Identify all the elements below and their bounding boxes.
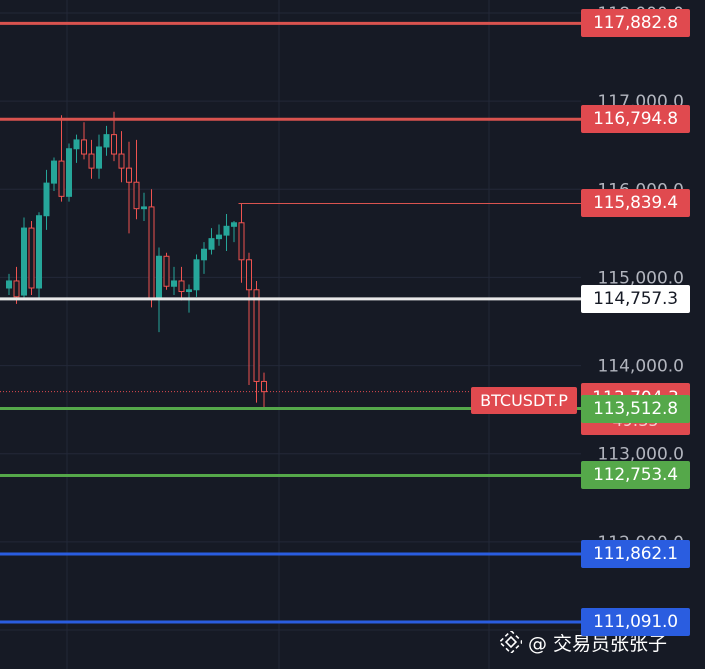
bearish-candle[interactable] — [133, 181, 140, 210]
bullish-candle[interactable] — [36, 215, 42, 289]
bearish-candle[interactable] — [118, 153, 125, 169]
bullish-candle[interactable] — [193, 259, 200, 291]
bullish-candle[interactable] — [171, 280, 177, 287]
y-tick-label: 113,000.0 — [597, 445, 684, 465]
price-level-tag[interactable]: 114,757.3 — [581, 284, 690, 313]
bearish-candle[interactable] — [88, 153, 95, 169]
bearish-candle[interactable] — [81, 139, 87, 155]
bearish-candle[interactable] — [148, 206, 155, 300]
bearish-candle[interactable] — [111, 134, 117, 155]
bullish-candle[interactable] — [96, 146, 102, 169]
bullish-candle[interactable] — [231, 222, 237, 227]
bullish-candle[interactable] — [103, 134, 110, 148]
bullish-candle[interactable] — [141, 206, 147, 210]
bearish-candle[interactable] — [58, 160, 65, 197]
bullish-candle[interactable] — [51, 160, 57, 184]
bearish-candle[interactable] — [126, 167, 132, 183]
price-level-tag[interactable]: 113,512.8 — [581, 394, 690, 423]
price-level-tag[interactable]: 111,862.1 — [581, 540, 690, 568]
bullish-candle[interactable] — [186, 289, 192, 293]
bearish-candle[interactable] — [13, 280, 20, 298]
bullish-candle[interactable] — [21, 227, 27, 296]
bearish-candle[interactable] — [238, 222, 245, 261]
binance-square-icon — [500, 631, 522, 653]
price-level-tag[interactable]: 115,839.4 — [581, 189, 690, 218]
bearish-candle[interactable] — [178, 280, 185, 293]
bearish-candle[interactable] — [163, 255, 170, 287]
bearish-candle[interactable] — [253, 289, 260, 382]
bullish-candle[interactable] — [216, 234, 222, 240]
bullish-candle[interactable] — [223, 225, 230, 236]
bearish-candle[interactable] — [246, 259, 252, 291]
symbol-label: BTCUSDT.P — [471, 387, 577, 414]
price-level-tag[interactable]: 112,753.4 — [581, 461, 690, 490]
bullish-candle[interactable] — [201, 248, 207, 261]
bearish-candle[interactable] — [261, 380, 267, 393]
bullish-candle[interactable] — [156, 255, 162, 300]
watermark-text: @ 交易员张张子 — [528, 632, 668, 655]
bullish-candle[interactable] — [208, 238, 215, 250]
bullish-candle[interactable] — [43, 182, 50, 217]
bullish-candle[interactable] — [66, 148, 72, 197]
watermark: @ 交易员张张子 — [500, 628, 667, 656]
bullish-candle[interactable] — [6, 280, 12, 289]
y-tick-label: 115,000.0 — [597, 268, 684, 288]
bullish-candle[interactable] — [73, 139, 80, 150]
bearish-candle[interactable] — [28, 227, 35, 289]
price-axis[interactable] — [581, 0, 705, 669]
price-level-tag[interactable]: 117,882.8 — [581, 9, 690, 38]
price-level-tag[interactable]: 116,794.8 — [581, 105, 690, 134]
price-level-tag[interactable]: 111,091.0 — [581, 607, 690, 636]
y-tick-label: 114,000.0 — [597, 357, 684, 377]
